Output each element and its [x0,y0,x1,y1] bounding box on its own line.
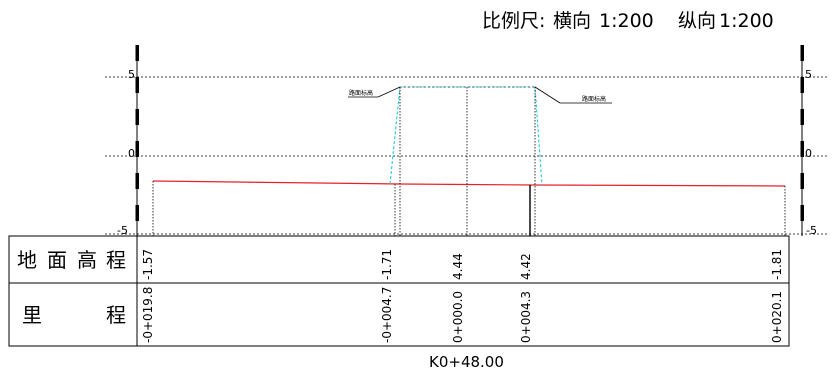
svg-text:高: 高 [77,248,97,272]
svg-text:里: 里 [22,303,42,327]
right-tick-0: 0 [805,147,812,160]
right-tag-text: 路面标高 [582,95,606,103]
left-tick-minus5: -5 [117,224,128,237]
ground-line [152,180,786,187]
horizontal-label: 横向 [553,10,591,32]
scale-label: 比例尺: [482,10,545,32]
data-table [8,235,790,347]
right-elevation-tag: 路面标高 [534,86,612,104]
ground-elevation-values: -1.57 -1.71 4.44 4.42 -1.81 [141,249,784,280]
svg-text:程: 程 [106,248,126,272]
left-elevation-ruler: 5 0 -5 [117,45,139,237]
station-guides [152,87,786,236]
station-label: K0+48.00 [429,353,504,371]
table-cell: -1.57 [141,249,155,280]
svg-text:程: 程 [106,303,126,327]
left-elevation-tag: 路面标高 [348,86,401,98]
scale-header: 比例尺: 横向 1:200 纵向 1:200 [482,10,774,32]
table-cell: -0+019.8 [141,287,155,343]
left-tick-0: 0 [128,147,135,160]
right-elevation-ruler: 5 0 -5 [800,45,817,237]
vertical-scale: 1:200 [719,10,774,32]
elevation-gridlines [105,76,828,235]
table-cell: -0+004.7 [380,287,394,343]
table-cell: 0+020.1 [770,291,784,343]
road-outline [389,86,543,186]
table-cell: 0+004.3 [519,291,533,343]
left-tag-text: 路面标高 [349,89,373,97]
left-tick-5: 5 [128,68,135,81]
horizontal-scale: 1:200 [599,10,654,32]
vertical-label: 纵向 [678,10,716,32]
table-cell: -1.81 [770,249,784,280]
row-label-ground-elevation: 地 面 高 程 [17,248,126,272]
mileage-values: -0+019.8 -0+004.7 0+000.0 0+004.3 0+020.… [141,287,784,343]
table-cell: -1.71 [380,249,394,280]
svg-text:地: 地 [17,248,37,272]
right-tick-minus5: -5 [806,224,817,237]
row-label-mileage: 里 程 [22,303,126,327]
table-cell: 0+000.0 [451,291,465,343]
table-cell: 4.44 [451,253,465,280]
svg-text:面: 面 [47,248,67,272]
right-tick-5: 5 [805,68,812,81]
table-cell: 4.42 [519,253,533,280]
